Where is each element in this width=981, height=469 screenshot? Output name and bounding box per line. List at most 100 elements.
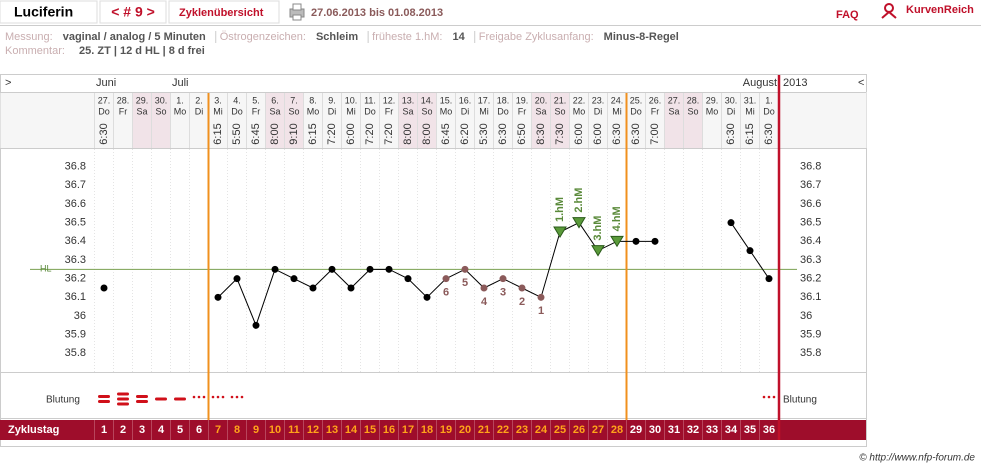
y-tick-label-right: 36.1 [800, 291, 821, 303]
cycle-day: 3 [139, 424, 145, 436]
cycle-day: 25 [554, 424, 566, 436]
bleeding-dot [197, 395, 201, 399]
weekday-label: Fr [651, 106, 660, 116]
hm-label: 2.hM [573, 188, 585, 213]
bleeding-label: Blutung [783, 395, 817, 406]
y-tick-label-right: 35.8 [800, 347, 821, 359]
temp-point [214, 293, 222, 301]
weekday-label: So [421, 106, 432, 116]
y-tick-label-right: 36 [800, 310, 812, 322]
temp-point [423, 293, 431, 301]
low-label: 5 [462, 277, 468, 289]
low-point [499, 275, 507, 283]
cycle-day: 7 [215, 424, 221, 436]
print-icon[interactable] [289, 3, 305, 21]
day-label: 11. [364, 95, 376, 105]
hm-label: 3.hM [592, 216, 604, 241]
time-label: 6:30 [497, 123, 509, 144]
low-point [537, 293, 545, 301]
time-label: 6:00 [592, 123, 604, 144]
bleeding-bar [174, 397, 186, 401]
temp-point [347, 284, 355, 292]
bleeding-bar [136, 395, 148, 398]
cycle-day: 35 [744, 424, 756, 436]
field-label: Messung: [5, 31, 53, 43]
day-label: 29. [136, 95, 149, 105]
day-label: 29. [706, 95, 719, 105]
weekday-label: Do [364, 106, 376, 116]
weekday-label: Do [630, 106, 642, 116]
time-label: 7:20 [364, 123, 376, 144]
time-label: 6:30 [630, 123, 642, 144]
y-tick-label-right: 36.6 [800, 198, 821, 210]
temp-point [632, 237, 640, 245]
day-label: 31. [744, 95, 757, 105]
low-label: 6 [443, 287, 449, 299]
weekday-label: So [554, 106, 565, 116]
time-label: 8:00 [421, 123, 433, 144]
cycle-day: 10 [269, 424, 281, 436]
nav-left[interactable]: > [5, 77, 11, 89]
field-label: Freigabe Zyklusanfang: [479, 31, 594, 43]
cycle-nav[interactable]: < # 9 > [111, 4, 155, 20]
bleeding-dot [762, 395, 766, 399]
year-label: 2013 [783, 77, 807, 89]
day-label: 27. [668, 95, 681, 105]
nav-right[interactable]: < [858, 77, 864, 89]
y-tick-label: 36.7 [65, 179, 86, 191]
cycle-day: 34 [725, 424, 738, 436]
weekday-label: Mi [346, 106, 356, 116]
day-label: 3. [214, 95, 222, 105]
faq-link[interactable]: FAQ [836, 9, 859, 21]
fields: Messung: vaginal / analog / 5 Minuten Östr… [5, 31, 679, 43]
temp-point [366, 265, 374, 273]
day-label: 18. [497, 95, 510, 105]
hl-label: HL [40, 264, 52, 274]
day-label: 22. [573, 95, 586, 105]
time-label: 6:15 [212, 123, 224, 144]
cycle-day: 33 [706, 424, 718, 436]
weekday-label: So [687, 106, 698, 116]
time-label: 6:30 [763, 123, 775, 144]
temp-point [746, 247, 754, 255]
y-tick-label: 35.9 [65, 329, 86, 341]
field-value: 14 [452, 31, 465, 43]
y-tick-label: 36.5 [65, 217, 86, 229]
y-tick-label: 36.3 [65, 254, 86, 266]
temp-point [290, 275, 298, 283]
temp-point [252, 321, 260, 329]
day-label: 28. [687, 95, 700, 105]
cycle-day: 23 [516, 424, 528, 436]
bleeding-dot [235, 395, 239, 399]
weekday-label: Di [461, 106, 470, 116]
cycle-day: 30 [649, 424, 661, 436]
bleeding-dot [230, 395, 234, 399]
weekday-label: Fr [119, 106, 128, 116]
day-label: 13. [402, 95, 415, 105]
cycle-day: 28 [611, 424, 623, 436]
hm-marker [610, 235, 624, 248]
overview-link[interactable]: Zyklenübersicht [179, 7, 264, 19]
cycle-day: 31 [668, 424, 680, 436]
y-tick-label-right: 36.5 [800, 217, 821, 229]
day-label: 8. [309, 95, 317, 105]
cycle-day: 8 [234, 424, 240, 436]
time-label: 6:45 [440, 123, 452, 144]
cycle-day: 16 [383, 424, 395, 436]
cycle-day: 27 [592, 424, 604, 436]
weekday-label: Mi [213, 106, 223, 116]
day-label: 14. [421, 95, 434, 105]
y-tick-label: 35.8 [65, 347, 86, 359]
temp-line [217, 222, 655, 327]
time-label: 6:30 [98, 123, 110, 144]
month-label: Juli [172, 77, 189, 89]
time-label: 7:20 [383, 123, 395, 144]
time-label: 8:00 [402, 123, 414, 144]
overview-box [168, 0, 280, 24]
weekend-bg [417, 93, 437, 148]
weekday-label: Do [98, 106, 110, 116]
comment-label: Kommentar: [5, 45, 65, 57]
cycle-day: 4 [158, 424, 165, 436]
weekday-label: Di [594, 106, 603, 116]
day-label: 7. [290, 95, 298, 105]
